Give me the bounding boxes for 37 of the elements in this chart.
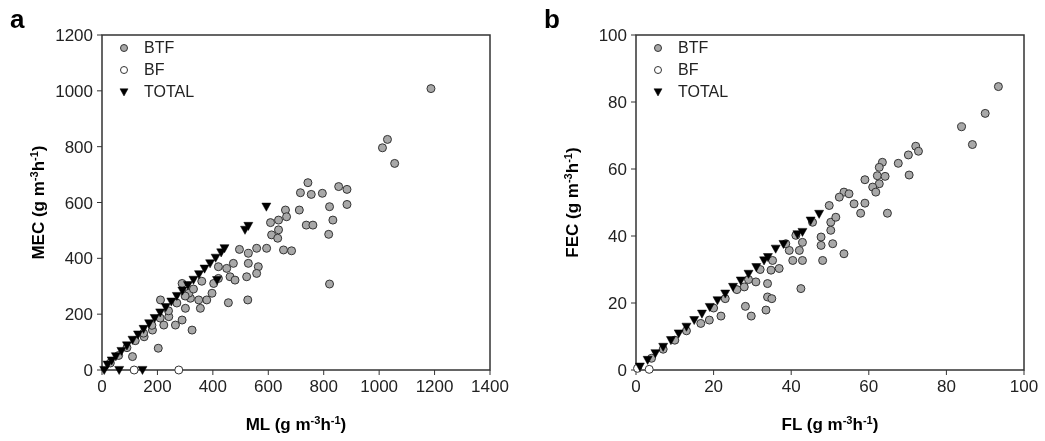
- x-tick-label: 1400: [471, 377, 509, 396]
- x-tick-label: 0: [97, 377, 107, 396]
- x-tick-label: 1200: [415, 377, 454, 396]
- legend-label: TOTAL: [144, 83, 195, 100]
- x-tick-label: 100: [1009, 377, 1039, 396]
- y-tick-label: 600: [64, 193, 93, 213]
- legend-label: BF: [144, 61, 165, 78]
- x-tick-label: 200: [143, 377, 172, 396]
- y-tick-label: 400: [64, 249, 93, 269]
- legend-label: BF: [678, 61, 699, 78]
- y-tick-label: 20: [608, 294, 627, 313]
- x-tick-label: 1000: [360, 377, 399, 396]
- y-tick-label: 1200: [55, 26, 93, 45]
- x-axis-title: FL (g m$^{-3}$h$^{-1}$): [781, 414, 879, 434]
- y-tick-label: 200: [64, 305, 93, 325]
- legend-label: TOTAL: [678, 83, 729, 100]
- x-axis-title: ML (g m$^{-3}$h$^{-1}$): [245, 414, 347, 434]
- x-tick-label: 40: [781, 377, 801, 396]
- x-tick-label: 20: [704, 377, 724, 396]
- y-tick-label: 1000: [55, 81, 93, 101]
- y-tick-label: 0: [617, 361, 627, 380]
- y-tick-label: 80: [608, 93, 627, 112]
- x-tick-label: 80: [936, 377, 956, 396]
- x-tick-label: 0: [631, 377, 641, 396]
- x-tick-label: 800: [309, 377, 338, 396]
- x-tick-label: 600: [254, 377, 283, 396]
- chart-title: a: [10, 4, 25, 34]
- chart-title: b: [544, 4, 560, 34]
- legend-label: BTF: [144, 39, 175, 56]
- y-tick-label: 40: [608, 227, 627, 246]
- y-tick-label: 60: [608, 160, 627, 179]
- y-tick-label: 800: [64, 137, 93, 157]
- legend-label: BTF: [678, 39, 709, 56]
- x-tick-label: 400: [198, 377, 228, 396]
- x-tick-label: 60: [859, 377, 879, 396]
- y-tick-label: 100: [598, 26, 627, 45]
- y-tick-label: 0: [83, 361, 93, 380]
